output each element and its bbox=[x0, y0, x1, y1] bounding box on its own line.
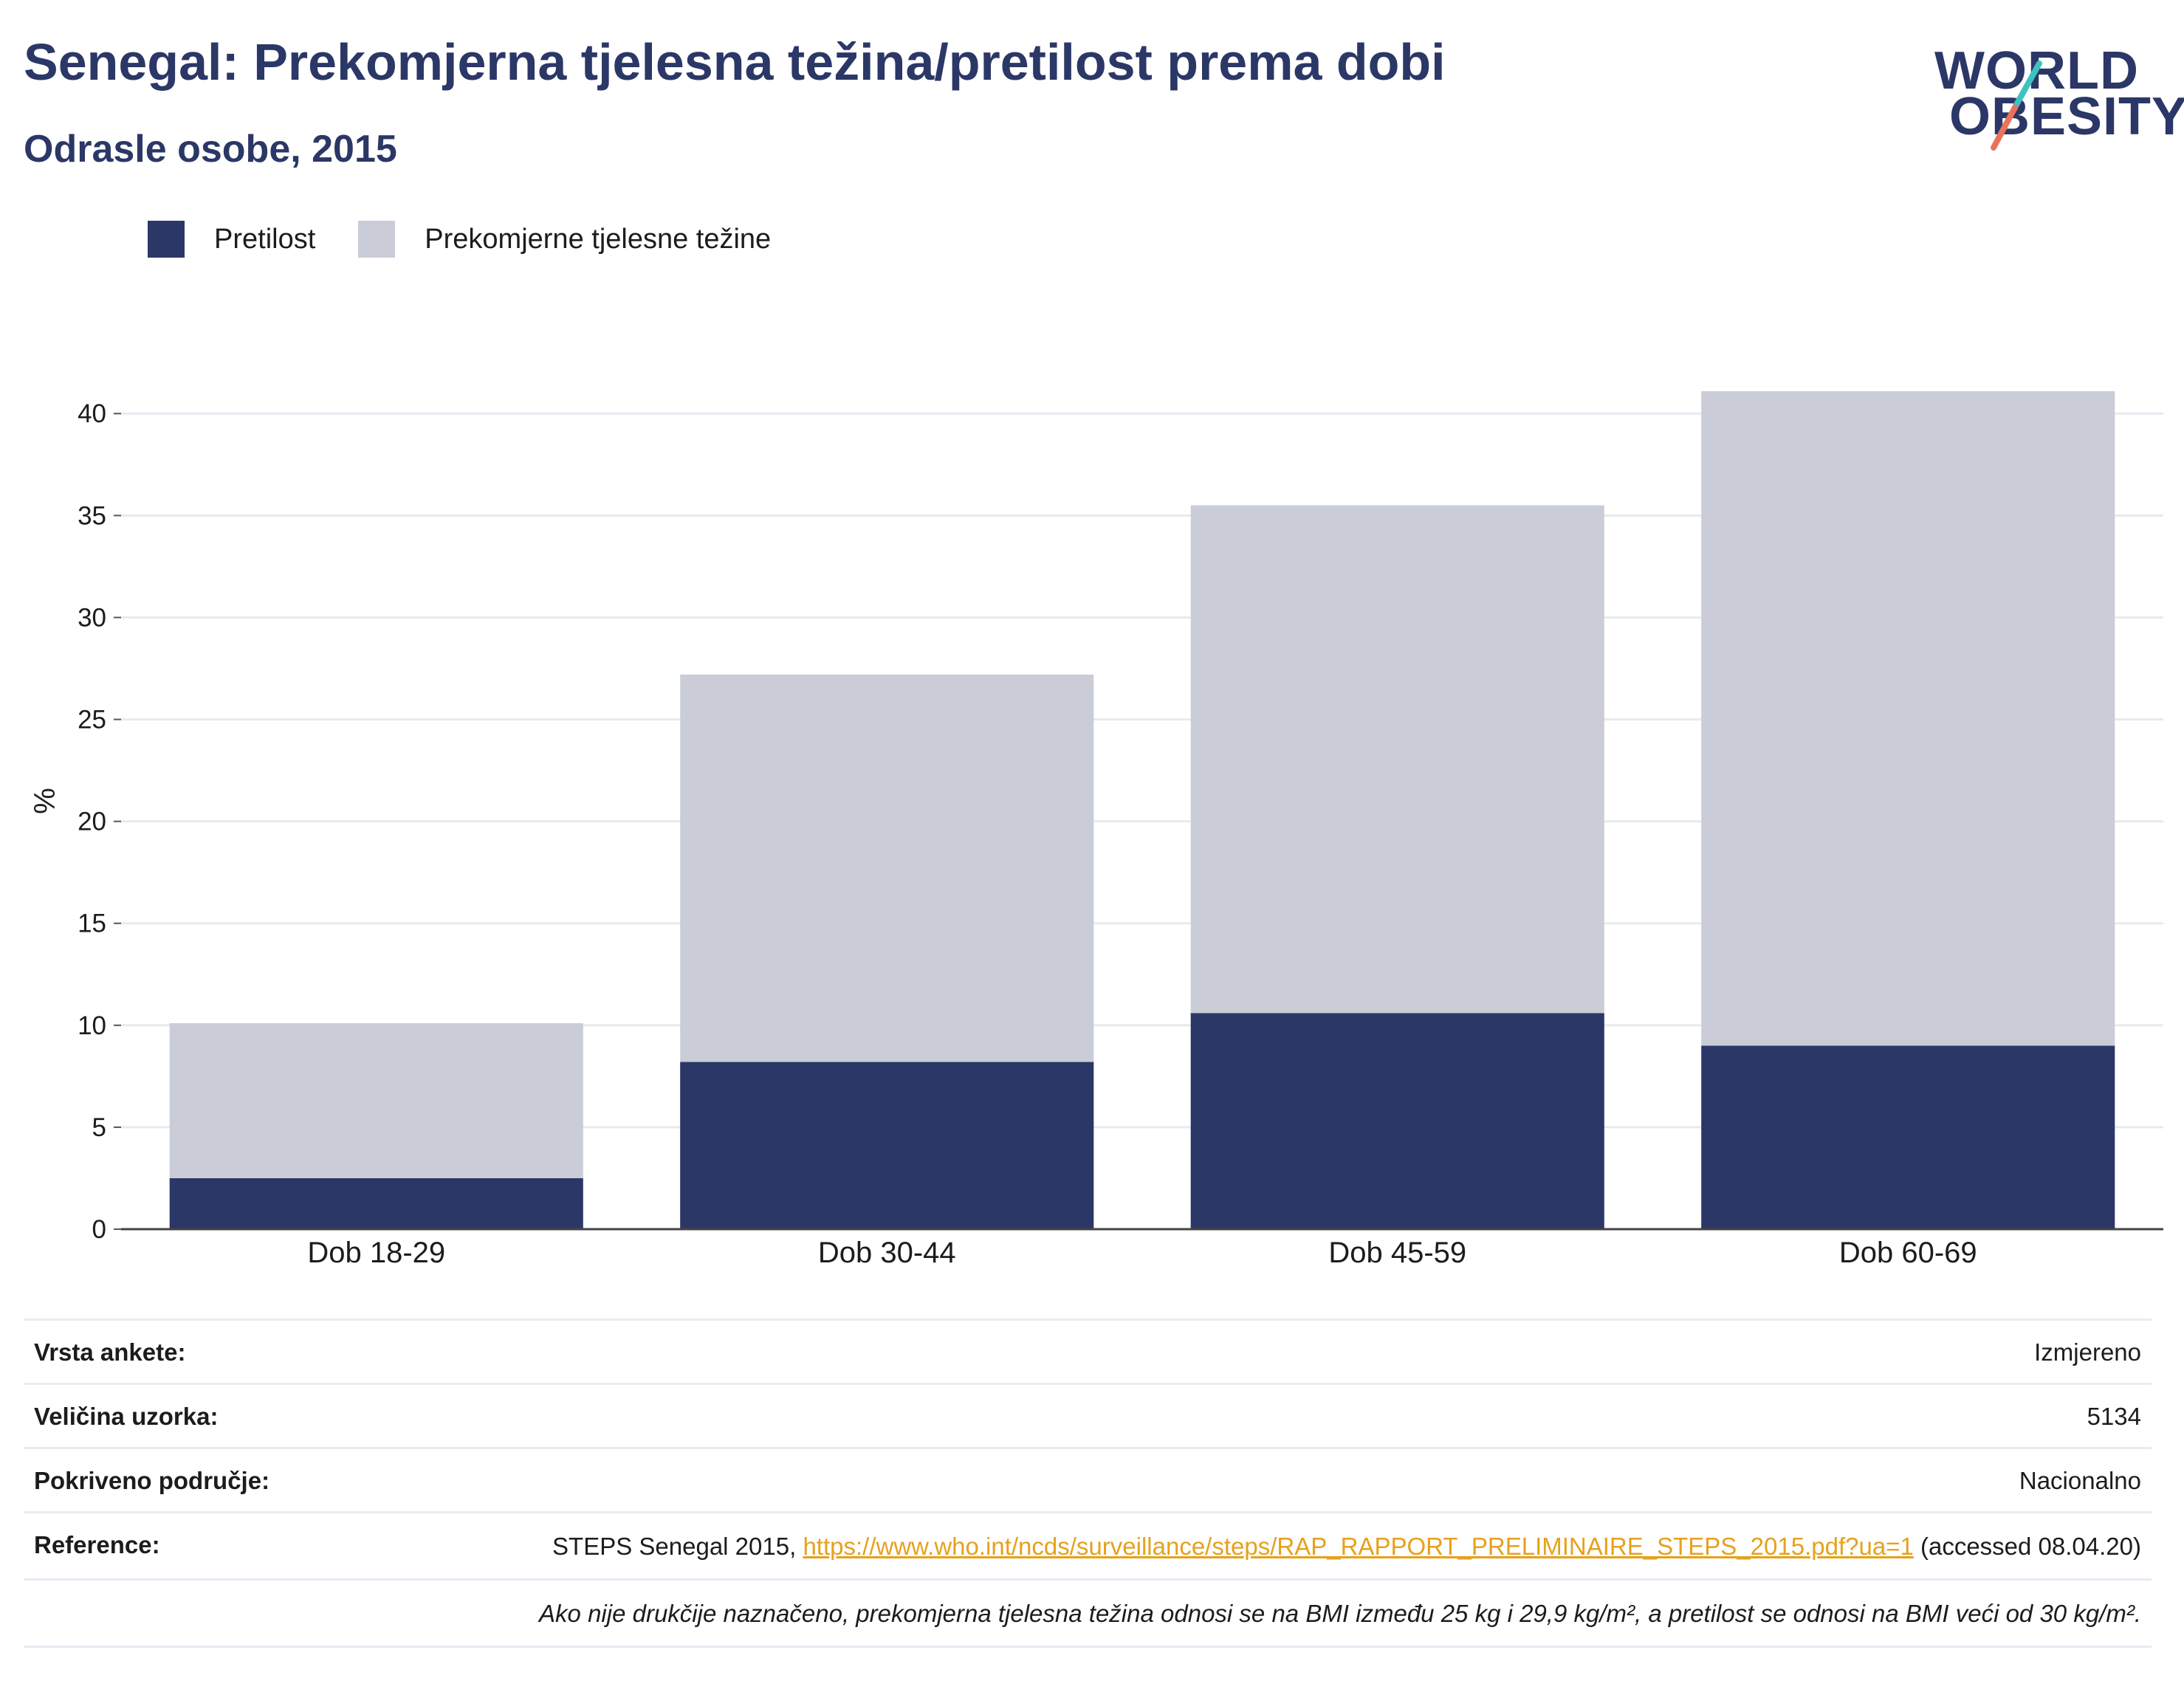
bar-overweight bbox=[1190, 505, 1604, 1014]
legend-swatch-obesity bbox=[148, 221, 185, 258]
survey-type-label: Vrsta ankete: bbox=[34, 1338, 186, 1366]
y-tick-label: 20 bbox=[78, 808, 106, 836]
bar-chart: 0 5 10 15 20 25 30 35 40% Dob 18-29 Dob 30-44 Dob 4… bbox=[29, 391, 2163, 1269]
y-tick-label: 15 bbox=[78, 910, 106, 938]
legend-label-overweight: Prekomjerne tjelesne težine bbox=[425, 223, 772, 255]
legend-swatch-overweight bbox=[358, 221, 396, 258]
legend-item-obesity[interactable]: Pretilost bbox=[148, 221, 315, 258]
y-tick-label: 0 bbox=[92, 1215, 106, 1244]
world-obesity-logo: WORLD OBESITY bbox=[1920, 22, 2184, 155]
y-tick-label: 40 bbox=[78, 399, 106, 428]
logo-word-2: OBESITY bbox=[1949, 87, 2184, 146]
reference-link[interactable]: https://www.who.int/ncds/surveillance/st… bbox=[803, 1533, 1914, 1560]
survey-type-value: Izmjereno bbox=[2034, 1338, 2141, 1366]
bar-obesity bbox=[1701, 1045, 2115, 1229]
coverage-label: Pokriveno područje: bbox=[34, 1467, 270, 1494]
bar-obesity bbox=[169, 1177, 583, 1229]
y-tick-label: 35 bbox=[78, 501, 106, 530]
reference-label: Reference: bbox=[34, 1531, 160, 1558]
y-tick-label: 25 bbox=[78, 706, 106, 735]
reference-prefix: STEPS Senegal 2015, bbox=[552, 1533, 803, 1560]
info-row-reference: Reference: STEPS Senegal 2015, https://w… bbox=[24, 1513, 2152, 1581]
y-tick-label: 10 bbox=[78, 1011, 106, 1040]
legend-item-overweight[interactable]: Prekomjerne tjelesne težine bbox=[358, 221, 771, 258]
sample-size-value: 5134 bbox=[2087, 1403, 2141, 1430]
reference-value: STEPS Senegal 2015, https://www.who.int/… bbox=[552, 1531, 2141, 1562]
bar-overweight bbox=[1701, 391, 2115, 1046]
y-tick-label: 5 bbox=[92, 1113, 106, 1142]
reference-suffix: (accessed 08.04.20) bbox=[1913, 1533, 2141, 1560]
chart-legend: Pretilost Prekomjerne tjelesne težine bbox=[148, 219, 814, 260]
bar-overweight bbox=[680, 674, 1094, 1062]
bar-overweight bbox=[169, 1023, 583, 1178]
x-tick-label: Dob 18-29 bbox=[307, 1237, 445, 1269]
bar-obesity bbox=[680, 1062, 1094, 1229]
y-axis-label: % bbox=[29, 788, 61, 814]
info-row-survey-type: Vrsta ankete: Izmjereno bbox=[24, 1321, 2152, 1385]
y-tick-label: 30 bbox=[78, 603, 106, 632]
legend-label-obesity: Pretilost bbox=[214, 223, 316, 255]
x-tick-label: Dob 60-69 bbox=[1839, 1237, 1977, 1269]
sample-size-label: Veličina uzorka: bbox=[34, 1403, 219, 1430]
axes: 0 5 10 15 20 25 30 35 40% Dob 18-29 Dob 30-44 Dob 4… bbox=[29, 399, 2163, 1269]
coverage-value: Nacionalno bbox=[2019, 1467, 2141, 1494]
chart-title: Senegal: Prekomjerna tjelesna težina/pre… bbox=[24, 33, 1446, 91]
x-tick-label: Dob 30-44 bbox=[818, 1237, 956, 1269]
info-row-coverage: Pokriveno područje: Nacionalno bbox=[24, 1449, 2152, 1513]
info-row-sample-size: Veličina uzorka: 5134 bbox=[24, 1385, 2152, 1449]
footnote: Ako nije drukčije naznačeno, prekomjerna… bbox=[24, 1581, 2152, 1648]
info-table: Vrsta ankete: Izmjereno Veličina uzorka:… bbox=[24, 1318, 2152, 1648]
chart-subtitle: Odrasle osobe, 2015 bbox=[24, 128, 397, 171]
bar-obesity bbox=[1190, 1013, 1604, 1229]
logo-slash-icon bbox=[1991, 61, 2042, 151]
x-tick-label: Dob 45-59 bbox=[1328, 1237, 1466, 1269]
bars bbox=[169, 391, 2115, 1229]
